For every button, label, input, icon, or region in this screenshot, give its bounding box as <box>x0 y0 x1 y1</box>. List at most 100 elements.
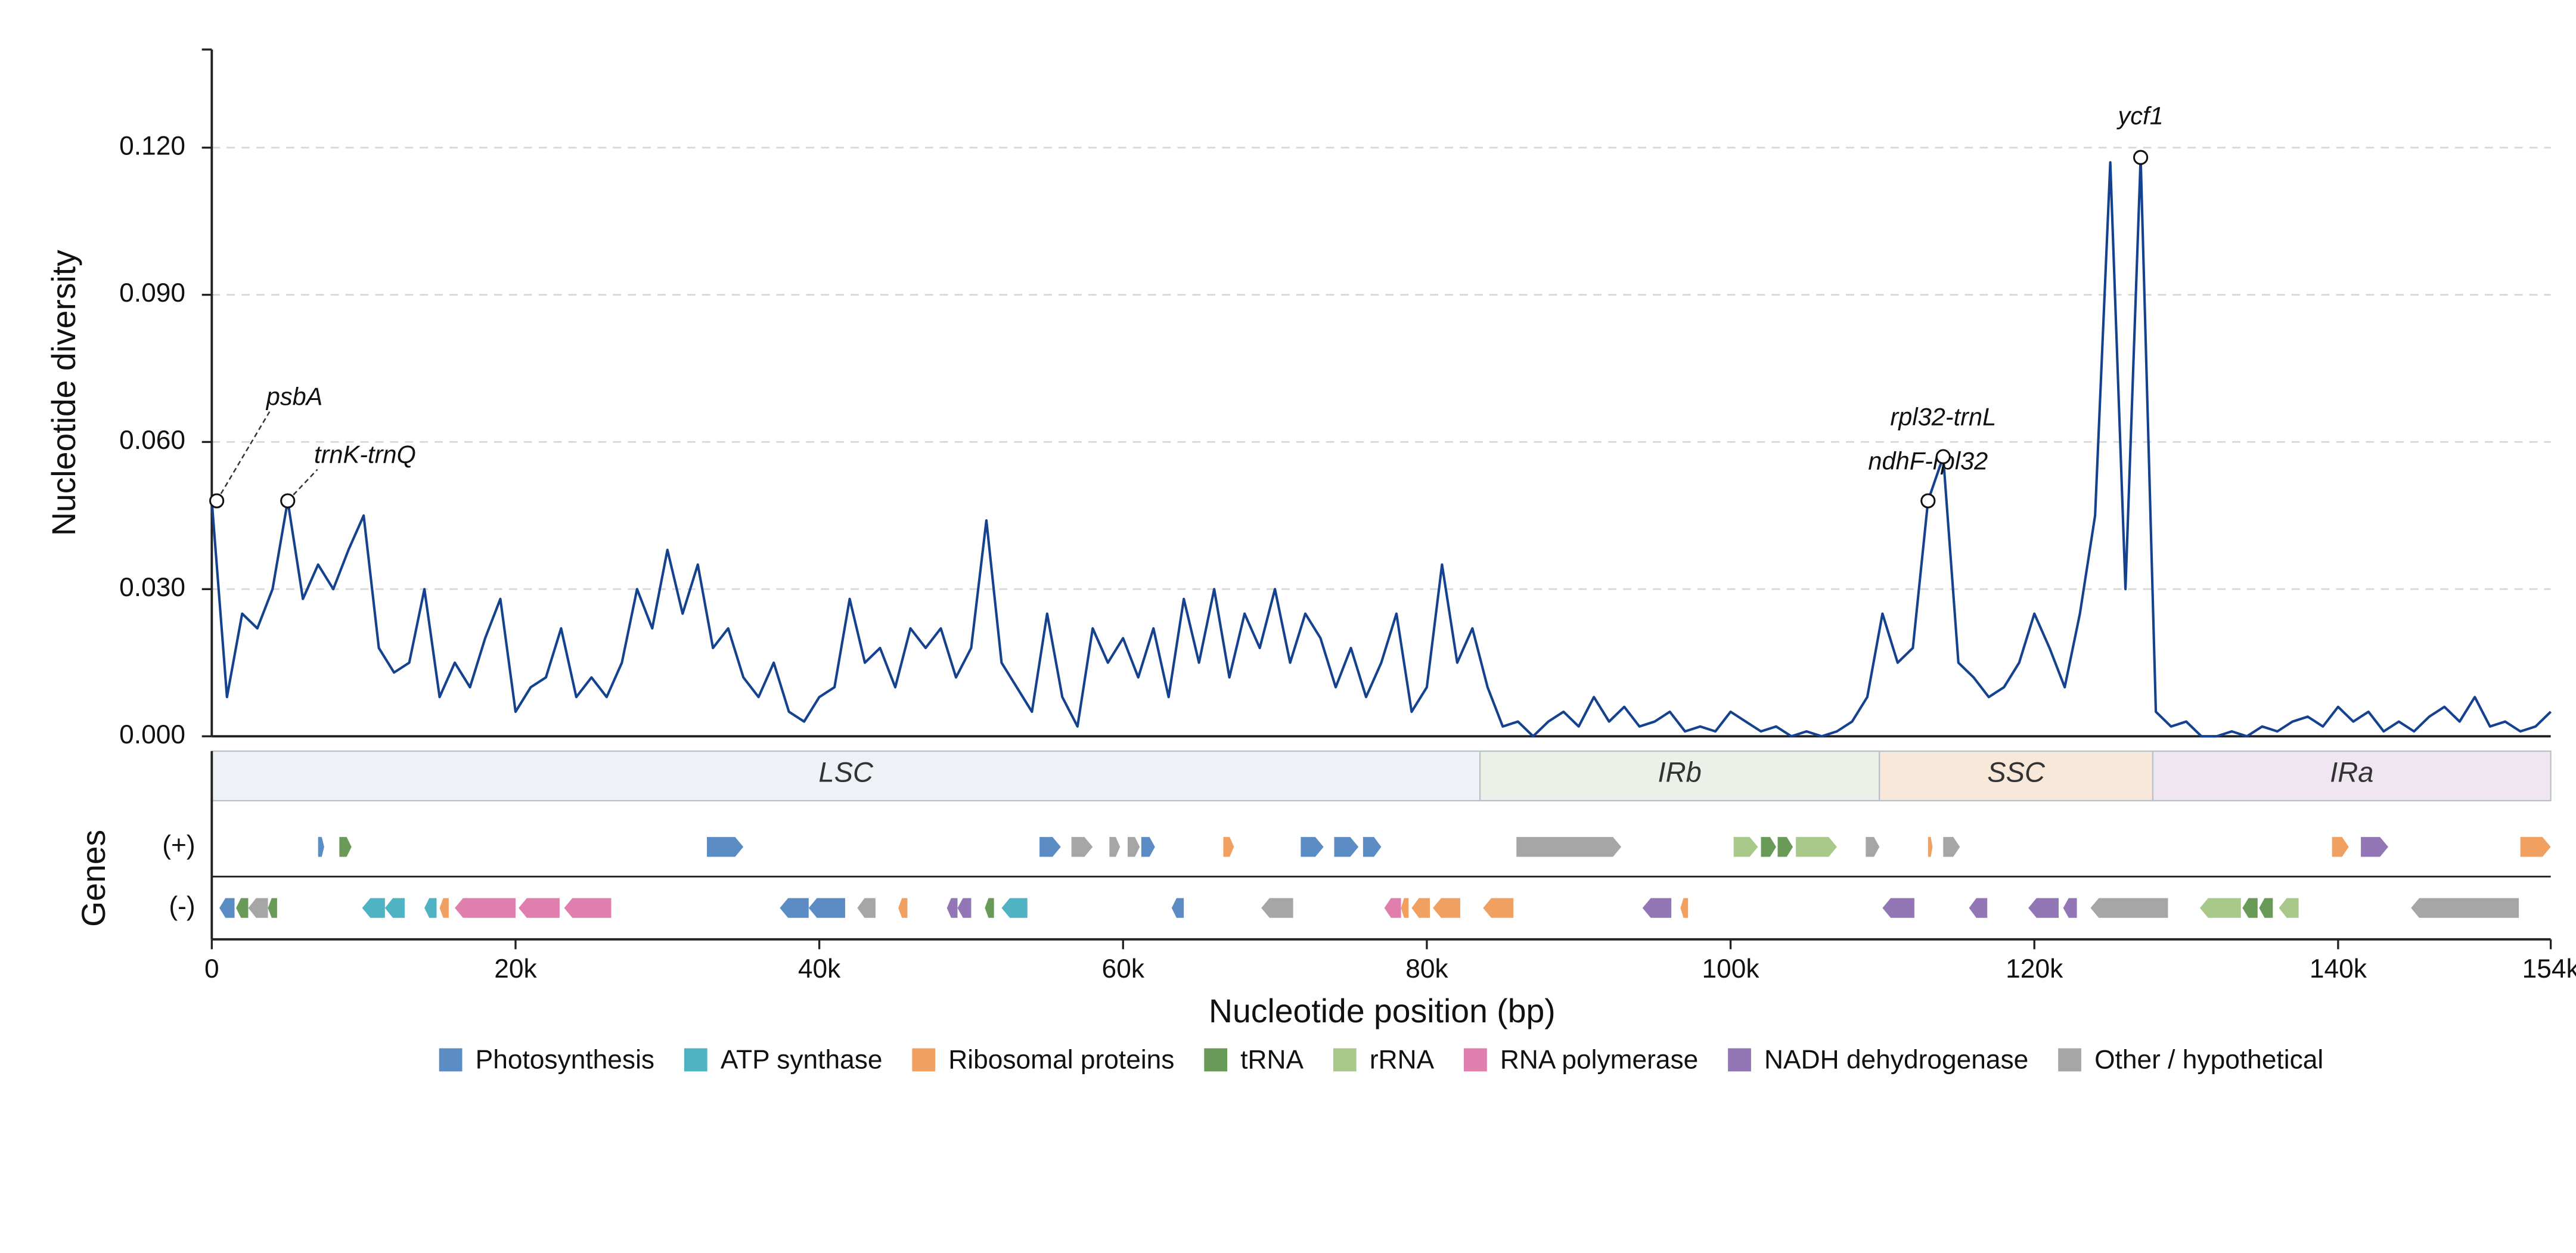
legend-swatch <box>1204 1048 1228 1072</box>
gene <box>1171 898 1184 918</box>
legend-swatch <box>684 1048 707 1072</box>
annotation-leader <box>216 411 271 501</box>
gene <box>455 898 516 918</box>
gene <box>564 898 612 918</box>
x-tick-label: 120k <box>2006 954 2063 984</box>
legend-label: ATP synthase <box>721 1045 883 1074</box>
legend-swatch <box>1728 1048 1751 1072</box>
gene <box>268 898 277 918</box>
x-tick-label: 40k <box>798 954 841 984</box>
legend-label: Photosynthesis <box>476 1045 654 1074</box>
gene <box>384 898 405 918</box>
gene <box>219 898 235 918</box>
legend-swatch <box>2058 1048 2081 1072</box>
gene <box>1483 898 1514 918</box>
gene <box>1127 837 1140 857</box>
y-tick-label: 0.030 <box>119 573 185 602</box>
legend-swatch <box>439 1048 463 1072</box>
legend: Photosynthesis ATP synthase Ribosomal prot… <box>439 1045 2323 1074</box>
gene <box>1733 837 1758 857</box>
gene <box>1039 837 1061 857</box>
gene <box>2279 898 2299 918</box>
gene <box>985 898 994 918</box>
gene <box>1928 837 1933 857</box>
gene <box>2520 837 2551 857</box>
gene <box>1516 837 1622 857</box>
track-title: Genes <box>75 830 112 927</box>
track-label: (-) <box>169 892 195 921</box>
gene <box>1777 837 1793 857</box>
gene <box>1796 837 1837 857</box>
gene <box>248 898 268 918</box>
annotation-label: ndhF-rpl32 <box>1868 446 1988 474</box>
gene <box>780 898 809 918</box>
annotation-marker <box>2133 150 2149 165</box>
gene <box>1969 898 1988 918</box>
gene <box>2028 898 2059 918</box>
annotation-label: rpl32-trnL <box>1890 402 1996 430</box>
gene <box>439 898 449 918</box>
legend-label: Other / hypothetical <box>2094 1045 2323 1074</box>
gene <box>1680 898 1689 918</box>
gene <box>1363 837 1382 857</box>
region-label: IRb <box>1658 756 1702 787</box>
region-label: SSC <box>1987 756 2046 787</box>
legend-label: RNA polymerase <box>1500 1045 1698 1074</box>
region-label: IRa <box>2330 756 2373 787</box>
gene <box>362 898 385 918</box>
gene <box>1109 837 1121 857</box>
gene <box>1642 898 1672 918</box>
x-axis-label: Nucleotide position (bp) <box>1209 993 1556 1029</box>
gene <box>318 837 324 857</box>
annotation-label: psbA <box>265 382 323 410</box>
gene <box>1301 837 1324 857</box>
x-tick-label: 60k <box>1102 954 1145 984</box>
x-tick-label: 100k <box>1702 954 1760 984</box>
gene <box>519 898 560 918</box>
gene <box>2199 898 2241 918</box>
x-tick-label: 154k <box>2522 954 2576 984</box>
gene <box>1001 898 1028 918</box>
y-axis-label: Nucleotide diversity <box>45 250 82 536</box>
gene <box>2090 898 2168 918</box>
gene <box>1882 898 1914 918</box>
gene <box>236 898 249 918</box>
gene <box>2332 837 2349 857</box>
gene <box>2063 898 2077 918</box>
region-box <box>1479 750 1880 802</box>
gene <box>857 898 876 918</box>
gene <box>1141 837 1155 857</box>
gene <box>957 898 972 918</box>
gene <box>808 898 845 918</box>
gene <box>898 898 908 918</box>
legend-swatch <box>912 1048 936 1072</box>
annotation-marker <box>280 493 296 508</box>
x-tick-label: 0 <box>204 954 219 984</box>
diversity-line <box>210 156 2552 738</box>
annotation-leader <box>287 469 318 502</box>
region-label: LSC <box>818 756 874 787</box>
x-tick-label: 140k <box>2310 954 2367 984</box>
legend-swatch <box>1464 1048 1487 1072</box>
gene <box>1433 898 1460 918</box>
gene <box>339 837 352 857</box>
gene <box>2259 898 2273 918</box>
annotation-label: trnK-trnQ <box>314 440 416 468</box>
x-tick-label: 20k <box>494 954 537 984</box>
gene <box>1761 837 1777 857</box>
gene <box>1866 837 1880 857</box>
gene <box>2411 898 2519 918</box>
track-label: (+) <box>162 830 195 860</box>
x-tick-label: 80k <box>1405 954 1448 984</box>
region-box <box>2152 750 2552 802</box>
y-tick-label: 0.120 <box>119 131 185 160</box>
annotation-marker <box>1920 493 1936 508</box>
legend-swatch <box>1333 1048 1357 1072</box>
gene <box>2242 898 2258 918</box>
gene <box>1943 837 1960 857</box>
gene <box>1334 837 1359 857</box>
gene <box>1223 837 1234 857</box>
gene <box>1384 898 1401 918</box>
